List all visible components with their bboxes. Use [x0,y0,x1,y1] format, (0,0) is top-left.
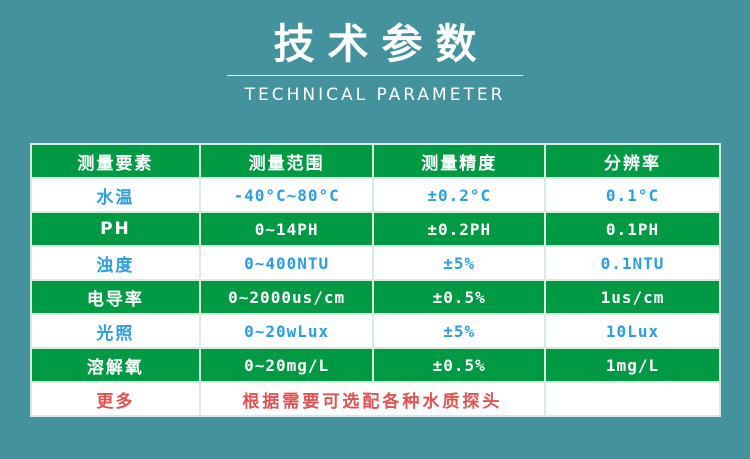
table-row-ph: PH 0~14PH ±0.2PH 0.1PH [32,213,719,245]
empty-cell [546,383,719,415]
table-row-turbidity: 浊度 0~400NTU ±5% 0.1NTU [32,247,719,279]
row-label: 溶解氧 [32,349,199,381]
page-header: 技术参数 TECHNICAL PARAMETER [0,0,750,105]
range-value: 0~2000us/cm [200,281,373,313]
column-header-resolution: 分辨率 [546,145,719,177]
table-row-water-temp: 水温 -40°C~80°C ±0.2°C 0.1°C [32,179,719,211]
accuracy-value: ±0.2PH [374,213,545,245]
row-label: 水温 [32,179,199,211]
resolution-value: 0.1PH [546,213,719,245]
range-value: 0~20mg/L [200,349,373,381]
resolution-value: 1mg/L [546,349,719,381]
accuracy-value: ±0.5% [374,349,545,381]
range-value: 0~14PH [200,213,373,245]
resolution-value: 1us/cm [546,281,719,313]
spec-table: 测量要素 测量范围 测量精度 分辨率 水温 -40°C~80°C ±0.2°C … [30,143,721,417]
title-divider-line [227,75,523,77]
resolution-value: 10Lux [546,315,719,347]
resolution-value: 0.1°C [546,179,719,211]
row-label: 浊度 [32,247,199,279]
range-value: 0~400NTU [200,247,373,279]
table-header-row: 测量要素 测量范围 测量精度 分辨率 [32,145,719,177]
page-title: 技术参数 [273,20,490,68]
row-label: PH [32,213,199,245]
table-row-illuminance: 光照 0~20wLux ±5% 10Lux [32,315,719,347]
column-header-element: 测量要素 [32,145,199,177]
spec-table-container: 测量要素 测量范围 测量精度 分辨率 水温 -40°C~80°C ±0.2°C … [30,143,721,417]
range-value: -40°C~80°C [200,179,373,211]
accuracy-value: ±0.2°C [374,179,545,211]
accuracy-value: ±5% [374,315,545,347]
column-header-range: 测量范围 [200,145,373,177]
table-row-more-options: 更多 根据需要可选配各种水质探头 [32,383,719,415]
range-value: 0~20wLux [200,315,373,347]
row-label: 电导率 [32,281,199,313]
row-label: 更多 [32,383,199,415]
table-row-dissolved-oxygen: 溶解氧 0~20mg/L ±0.5% 1mg/L [32,349,719,381]
page-subtitle: TECHNICAL PARAMETER [244,85,506,106]
accuracy-value: ±0.5% [374,281,545,313]
accuracy-value: ±5% [374,247,545,279]
table-row-conductivity: 电导率 0~2000us/cm ±0.5% 1us/cm [32,281,719,313]
resolution-value: 0.1NTU [546,247,719,279]
row-label: 光照 [32,315,199,347]
column-header-accuracy: 测量精度 [374,145,545,177]
more-options-note: 根据需要可选配各种水质探头 [200,383,545,415]
